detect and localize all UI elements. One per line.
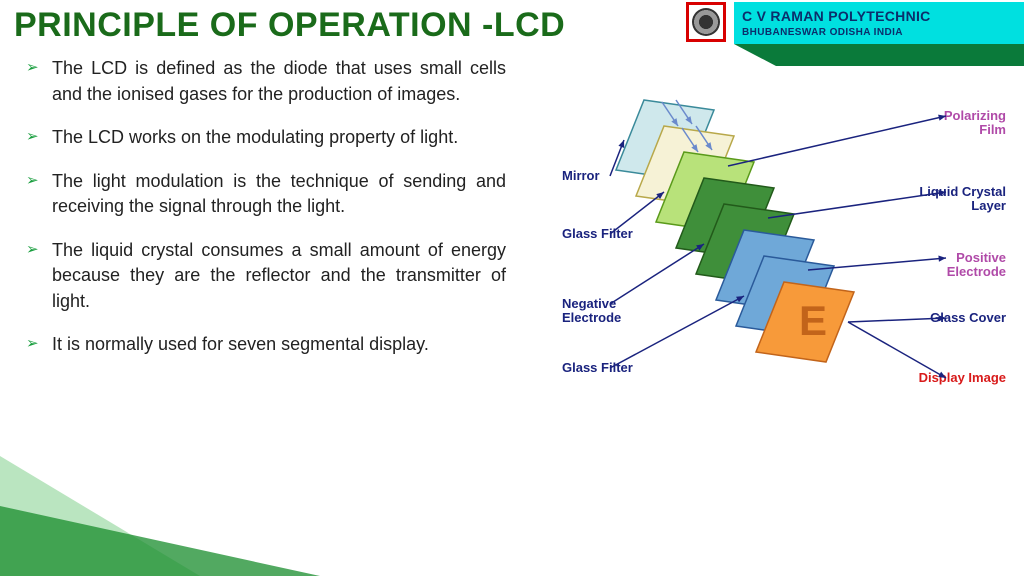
bullet-list: The LCD is defined as the diode that use… [26,56,506,376]
bullet-item: The light modulation is the technique of… [26,169,506,220]
layer-label: Mirror [562,168,600,183]
layer-label: Liquid CrystalLayer [919,184,1006,213]
institution-name: C V RAMAN POLYTECHNIC [742,8,931,24]
svg-text:E: E [799,297,827,344]
header-accent [734,44,1024,66]
bullet-item: It is normally used for seven segmental … [26,332,506,358]
page-title: PRINCIPLE OF OPERATION -LCD [14,6,565,45]
institution-location: BHUBANESWAR ODISHA INDIA [742,27,931,38]
layer-label: NegativeElectrode [562,296,621,325]
layer-label: PositiveElectrode [947,250,1006,279]
diagram-svg: E Mirror PolarizingFilm Glass Filter Liquid … [554,90,1014,450]
layer-label: PolarizingFilm [944,108,1006,137]
institution-badge: C V RAMAN POLYTECHNIC BHUBANESWAR ODISHA… [734,2,1024,44]
footer-accent-dark [0,506,320,576]
bullet-item: The LCD works on the modulating property… [26,125,506,151]
institution-logo [686,2,726,42]
layer-label: Display Image [919,370,1006,385]
logo-icon [692,8,720,36]
layer-label: Glass Filter [562,226,633,241]
lcd-layers-diagram: E Mirror PolarizingFilm Glass Filter Liquid … [554,90,1014,450]
bullet-item: The LCD is defined as the diode that use… [26,56,506,107]
bullet-item: The liquid crystal consumes a small amou… [26,238,506,315]
